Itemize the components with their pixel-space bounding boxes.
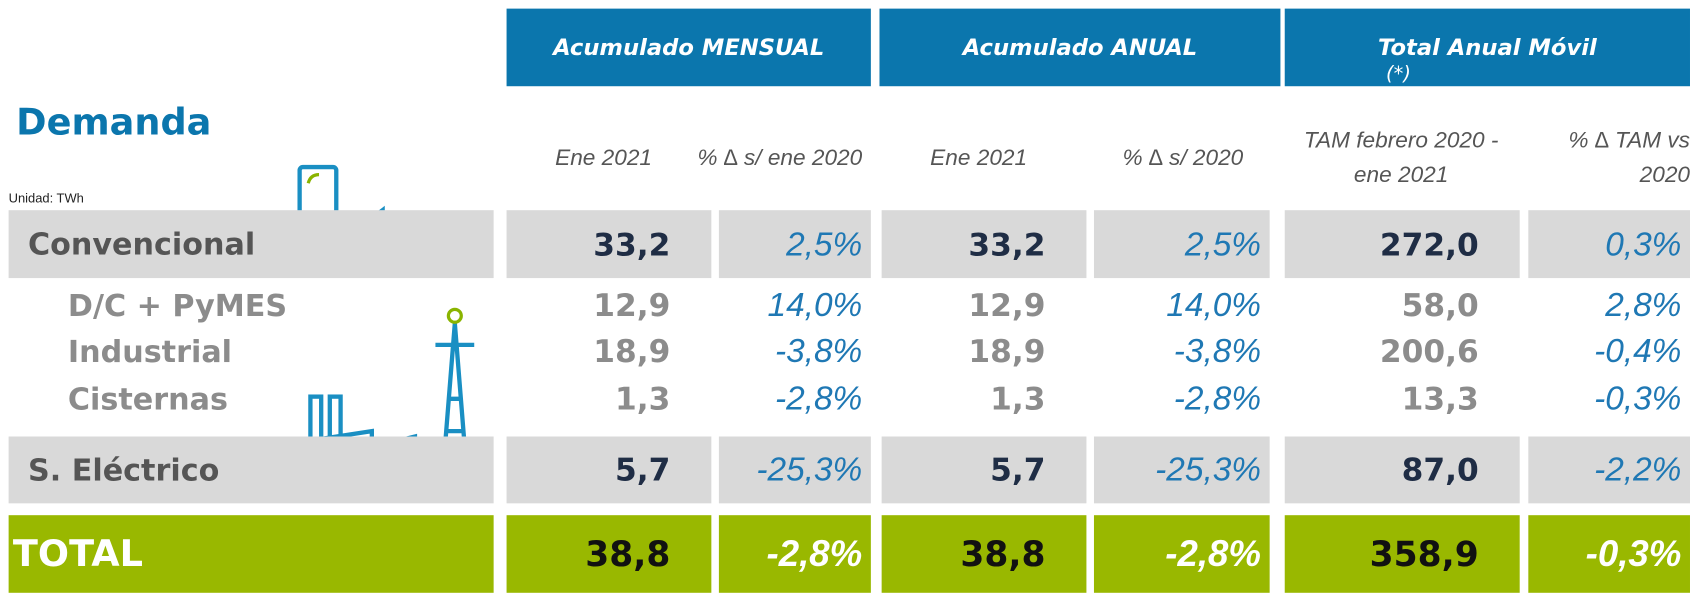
cell-value: 2,8% — [1605, 285, 1682, 324]
cell-value: 12,9 — [593, 286, 671, 324]
cell-value: -0,3% — [1594, 379, 1682, 418]
group-header: Acumulado ANUAL — [879, 8, 1281, 87]
column-subheader: Ene 2021 — [555, 145, 653, 171]
cell-value: -2,2% — [1528, 436, 1690, 504]
cell-value: 38,8 — [506, 515, 712, 593]
cell-value: -3,8% — [774, 331, 863, 370]
cell-value: 33,2 — [881, 210, 1087, 279]
cell-value: 18,9 — [968, 333, 1046, 370]
cell-value: 2,5% — [1093, 210, 1270, 279]
row-label: Convencional — [8, 210, 494, 279]
group-header: Acumulado MENSUAL — [506, 8, 871, 87]
cell-value: 5,7 — [881, 436, 1087, 504]
cell-value: -2,8% — [774, 379, 863, 418]
cell-value: -25,3% — [1093, 436, 1270, 504]
row-label: D/C + PyMES — [67, 287, 288, 323]
header-note: (*) — [1386, 62, 1411, 86]
column-subheader: % ∆ s/ ene 2020 — [697, 145, 863, 171]
cell-value: 18,9 — [593, 333, 671, 370]
cell-value: -3,8% — [1173, 331, 1262, 370]
row-label: TOTAL — [8, 515, 494, 593]
title: Demanda — [16, 101, 212, 145]
cell-value: -2,8% — [1173, 379, 1262, 418]
group-header-text: Total Anual Móvil — [1377, 34, 1597, 61]
column-subheader: % ∆ s/ 2020 — [1122, 145, 1244, 171]
cell-value: 200,6 — [1379, 333, 1479, 370]
cell-value: 33,2 — [506, 210, 712, 279]
cell-value: 12,9 — [968, 286, 1046, 324]
cell-value: 87,0 — [1284, 436, 1520, 504]
cell-value: -0,4% — [1594, 331, 1682, 370]
group-header: Total Anual Móvil — [1284, 8, 1690, 87]
cell-value: -25,3% — [718, 436, 871, 504]
cell-value: 14,0% — [767, 285, 863, 324]
row-label: S. Eléctrico — [8, 436, 494, 504]
cell-value: 272,0 — [1284, 210, 1520, 279]
row-label: Industrial — [67, 333, 233, 370]
cell-value: -2,8% — [1093, 515, 1270, 593]
column-subheader: % ∆ TAM vs 2020 — [1568, 128, 1690, 188]
cell-value: 58,0 — [1401, 286, 1479, 324]
cell-value: 0,3% — [1528, 210, 1690, 279]
column-subheader: TAM febrero 2020 - ene 2021 — [1303, 128, 1499, 188]
cell-value: 5,7 — [506, 436, 712, 504]
column-subheader: Ene 2021 — [930, 145, 1028, 171]
cell-value: 1,3 — [990, 380, 1046, 418]
cell-value: 14,0% — [1166, 285, 1262, 324]
cell-value: -2,8% — [718, 515, 871, 593]
cell-value: 358,9 — [1284, 515, 1520, 593]
unit: Unidad: TWh — [8, 190, 84, 206]
row-label: Cisternas — [67, 381, 228, 417]
cell-value: -0,3% — [1528, 515, 1690, 593]
cell-value: 1,3 — [615, 380, 671, 418]
cell-value: 2,5% — [718, 210, 871, 279]
cell-value: 38,8 — [881, 515, 1087, 593]
cell-value: 13,3 — [1401, 380, 1479, 418]
